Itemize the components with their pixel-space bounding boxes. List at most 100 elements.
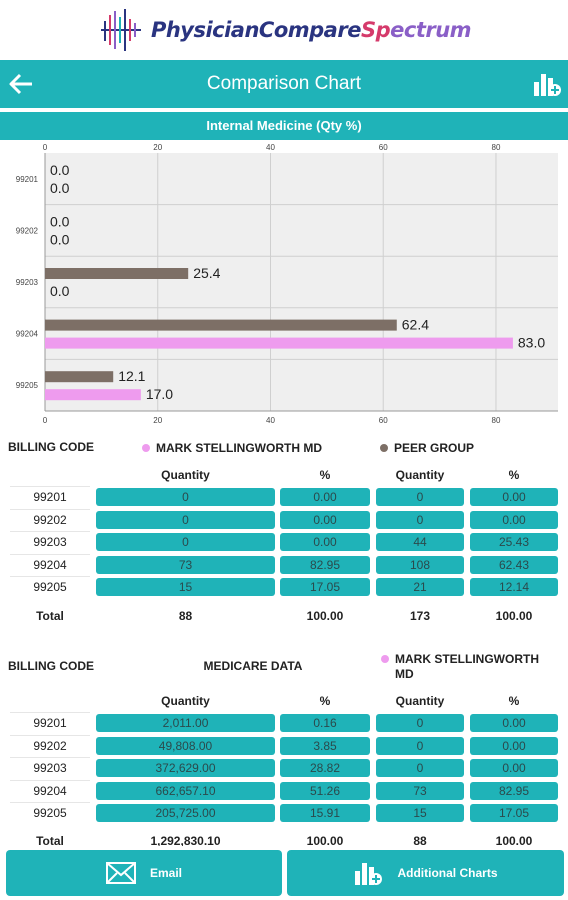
- value-cell: 0.00: [470, 510, 558, 529]
- billing-code-cell: 99202: [33, 512, 67, 527]
- column-header: Quantity: [395, 468, 445, 482]
- x-tick-label-bottom: 60: [379, 416, 388, 425]
- value-cell: 0: [96, 533, 275, 551]
- value-cell: 0.16: [280, 714, 370, 732]
- total-label: Total: [36, 834, 64, 848]
- add-chart-icon[interactable]: [532, 70, 562, 98]
- bar-physician: [45, 389, 141, 401]
- x-tick-label-top: 80: [492, 143, 501, 152]
- bar-peer-group: [45, 268, 189, 279]
- bar-data-label: 0.0: [50, 283, 70, 299]
- value-cell: 15: [376, 804, 464, 822]
- x-tick-label-bottom: 20: [153, 416, 162, 425]
- column-header: %: [319, 694, 331, 708]
- value-cell: 0.00: [280, 488, 370, 506]
- bar-data-label: 17.0: [146, 386, 173, 402]
- value-cell: 2,011.00: [96, 714, 275, 732]
- additional-charts-button[interactable]: Additional Charts: [287, 850, 564, 896]
- bar-data-label: 0.0: [50, 180, 70, 196]
- row-divider: [10, 486, 90, 487]
- app-logo-text: PhysicianCompareSpectrum: [150, 18, 472, 42]
- value-cell: 73: [376, 781, 464, 800]
- value-cell: 0: [376, 759, 464, 777]
- value-cell: 0: [376, 488, 464, 506]
- total-label: Total: [36, 609, 64, 623]
- bar-data-label: 25.4: [193, 265, 220, 281]
- value-cell: 0.00: [280, 533, 370, 551]
- value-cell: 73: [96, 555, 275, 574]
- bottom-action-bar: Email Additional Charts: [0, 846, 568, 900]
- value-cell: 0.00: [470, 736, 558, 755]
- column-header: %: [508, 694, 520, 708]
- value-cell: 15: [96, 578, 275, 596]
- value-cell: 108: [376, 555, 464, 574]
- additional-charts-label: Additional Charts: [397, 866, 498, 880]
- billing-code-cell: 99205: [33, 806, 67, 820]
- value-cell: 662,657.10: [96, 781, 275, 800]
- column-header: %: [319, 468, 331, 482]
- value-cell: 0: [96, 488, 275, 506]
- value-cell: 0: [376, 714, 464, 732]
- billing-code-cell: 99201: [33, 716, 67, 730]
- value-cell: 0: [96, 510, 275, 529]
- legend-physician: MARK STELLINGWORTH MD: [142, 441, 322, 455]
- page-title: Comparison Chart: [206, 73, 362, 94]
- total-value: 100.00: [306, 834, 344, 848]
- envelope-icon: [105, 862, 136, 884]
- x-tick-label-bottom: 80: [492, 416, 501, 425]
- bar-physician: [45, 337, 513, 349]
- bar-data-label: 0.0: [50, 213, 70, 229]
- row-divider: [10, 712, 90, 713]
- total-value: 173: [409, 609, 431, 623]
- value-cell: 82.95: [280, 555, 370, 574]
- row-divider: [10, 757, 90, 758]
- value-cell: 3.85: [280, 736, 370, 755]
- bar-data-label: 83.0: [518, 335, 545, 351]
- row-divider: [10, 508, 90, 510]
- row-divider: [10, 553, 90, 555]
- medicare-data-heading: MEDICARE DATA: [203, 659, 303, 673]
- x-tick-label-bottom: 40: [266, 416, 275, 425]
- row-divider: [10, 734, 90, 736]
- y-category-label: 99201: [16, 175, 39, 184]
- y-category-label: 99203: [16, 278, 39, 287]
- row-divider: [10, 531, 90, 532]
- billing-code-cell: 99204: [33, 557, 67, 572]
- legend-peer-group: PEER GROUP: [380, 441, 474, 455]
- value-cell: 51.26: [280, 781, 370, 800]
- x-tick-label-top: 60: [379, 143, 388, 152]
- billing-code-cell: 99203: [33, 535, 67, 549]
- value-cell: 62.43: [470, 555, 558, 574]
- billing-code-cell: 99202: [33, 738, 67, 753]
- x-tick-label-top: 20: [153, 143, 162, 152]
- comparison-table-physician-peer: BILLING CODE MARK STELLINGWORTH MD PEER …: [0, 426, 568, 636]
- comparison-table-medicare-physician: BILLING CODE MEDICARE DATA MARK STELLING…: [0, 650, 568, 850]
- billing-code-heading: BILLING CODE: [8, 659, 94, 673]
- value-cell: 0.00: [280, 510, 370, 529]
- physician-dot-icon: [142, 444, 150, 452]
- x-tick-label-top: 40: [266, 143, 275, 152]
- value-cell: 28.82: [280, 759, 370, 777]
- billing-code-cell: 99203: [33, 761, 67, 775]
- physician-dot-icon: [381, 655, 389, 663]
- email-button[interactable]: Email: [6, 850, 282, 896]
- value-cell: 0.00: [470, 488, 558, 506]
- value-cell: 25.43: [470, 533, 558, 551]
- add-chart-icon: [355, 863, 383, 885]
- billing-code-cell: 99204: [33, 783, 67, 798]
- spectrum-logo-icon: [100, 9, 141, 51]
- total-value: 100.00: [306, 609, 344, 623]
- email-button-label: Email: [149, 866, 182, 880]
- bar-data-label: 0.0: [50, 231, 70, 247]
- value-cell: 205,725.00: [96, 804, 275, 822]
- legend-physician: MARK STELLINGWORTH MD: [381, 652, 539, 682]
- chart-plot-area: [45, 153, 558, 411]
- billing-code-heading: BILLING CODE: [8, 440, 94, 454]
- y-category-label: 99205: [16, 381, 39, 390]
- total-value: 100.00: [495, 609, 533, 623]
- arrow-left-icon[interactable]: [8, 72, 34, 96]
- y-category-label: 99202: [16, 226, 39, 235]
- value-cell: 17.05: [280, 578, 370, 596]
- column-header: Quantity: [395, 694, 445, 708]
- value-cell: 15.91: [280, 804, 370, 822]
